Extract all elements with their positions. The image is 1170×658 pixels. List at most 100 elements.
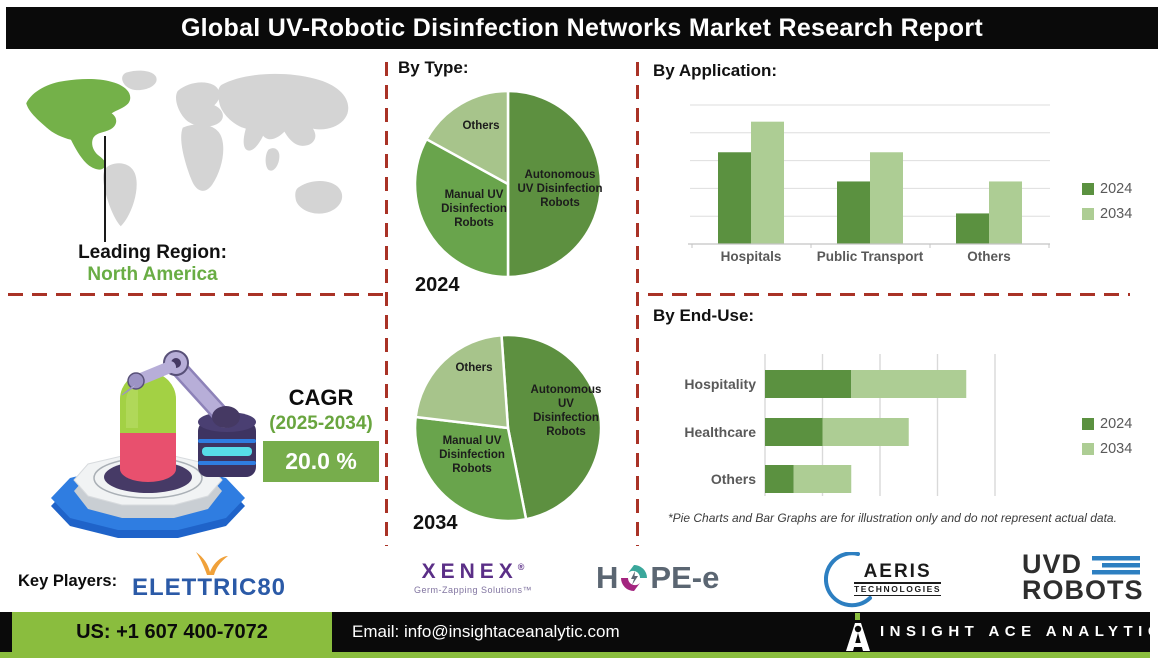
legend-item-2034: 2034 [1082,441,1132,457]
world-map [26,70,349,227]
by-end-use-bar-chart: Hospitality Healthcare Others [684,354,996,496]
legend-swatch [1082,208,1094,220]
category-label: Others [711,471,756,487]
by-application-legend: 2024 2034 [1082,181,1132,222]
aeris-wordmark: AERIS [854,562,942,584]
aeris-text-block: AERIS TECHNOLOGIES [854,562,942,596]
hope-swirl-icon [621,565,648,591]
divider-vertical-2 [636,62,639,546]
xenex-wordmark: XENEX® [398,560,548,584]
category-label: Hospitals [721,249,782,264]
footer-email: Email: info@insightaceanalytic.com [352,622,620,641]
category-label: Healthcare [684,424,756,440]
pie-slice-label: Autonomous UV Disinfection Robots [518,169,603,209]
bar-2034 [870,152,903,244]
pie-2024-year-label: 2024 [415,274,460,296]
australia [295,181,343,214]
by-application-title: By Application: [653,61,778,80]
by-type-pie-2024: Autonomous UV Disinfection Robots Manual UV… [413,89,603,279]
by-type-title: By Type: [398,58,469,77]
legend-item-2024: 2024 [1082,416,1132,432]
xenex-tagline: Germ-Zapping Solutions™ [413,585,533,595]
bar-2024 [765,418,823,446]
aeris-swoosh-icon [824,552,872,608]
bar-2034 [989,181,1022,244]
asia [218,73,349,151]
cagr-value-badge: 20.0 % [263,441,379,482]
greenland [122,70,157,91]
divider-vertical-1 [385,62,388,546]
category-label: Others [967,249,1011,264]
bar-2024 [837,181,870,244]
pie-slice [506,89,603,279]
footer-brand: INSIGHT ACE ANALYTIC [880,623,1165,640]
leading-region-label: Leading Region: [78,242,227,263]
divider-right-horizontal [648,293,1130,296]
legend-label: 2024 [1100,416,1133,432]
uv-robot-illustration [51,350,256,538]
elettric80-wordmark: ELETTRIC80 [132,574,287,601]
cagr-label: CAGR [288,385,354,410]
xenex-name: XENEX [421,560,518,583]
bar-2034 [751,121,784,244]
legend-item-2024: 2024 [1082,181,1132,197]
divider-left-horizontal [8,293,385,296]
bar-2034 [793,465,852,493]
logo-xenex: XENEX® Germ-Zapping Solutions™ [398,560,548,595]
elettric80-bird-icon [196,552,228,575]
uvd-wordmark: UVD [1022,549,1083,579]
by-type-pie-2034: Autonomous UV Disinfection Robots Manual UV D… [413,333,603,523]
logo-hope-e: H PE-e [596,560,719,596]
logo-aeris: AERIS TECHNOLOGIES [824,552,968,608]
legend-label: 2034 [1100,206,1133,222]
pie-slice [500,333,603,521]
north-america-region [26,79,131,170]
pie-slice-label: Others [462,120,499,132]
by-application-bar-chart: Hospitals Public Transport Others [688,104,1050,264]
hope-left-text: H [596,560,619,595]
pie-slice-label: Manual UV Disinfection Robots [441,189,507,229]
uvd-lines-icon [1092,555,1141,575]
footer-phone: US: +1 607 400-7072 [12,612,332,652]
pie-2034-year-label: 2034 [413,512,458,534]
cagr-block: CAGR (2025-2034) 20.0 % [263,385,379,482]
bar-2024 [718,152,751,244]
footer-accent-strip [0,652,1150,658]
report-title: Global UV-Robotic Disinfection Networks … [6,7,1158,49]
map-landmasses [103,70,349,227]
category-label: Public Transport [817,249,924,264]
legend-label: 2034 [1100,441,1133,457]
bar-2024 [956,213,989,244]
capsule [120,372,176,482]
africa [181,124,224,191]
category-label: Hospitality [684,376,756,392]
logo-elettric80: ELETTRIC80 [132,550,342,606]
logo-uvd-robots: UVD ROBOTS [1022,549,1167,605]
map-pointer-line [104,136,106,242]
legend-swatch [1082,443,1094,455]
leading-region-value: North America [87,264,218,285]
legend-item-2034: 2034 [1082,206,1132,222]
bar-2034 [851,370,967,398]
europe [176,82,223,127]
pie-slice [425,89,510,186]
legend-label: 2024 [1100,181,1133,197]
pie-slice-label: Autonomous UV Disinfection Robots [531,384,602,438]
bar-2024 [765,465,794,493]
pie-slice [413,137,510,279]
legend-swatch [1082,183,1094,195]
aeris-sub-wordmark: TECHNOLOGIES [854,583,942,596]
india [265,148,280,171]
key-players-label: Key Players: [18,572,118,590]
hope-right-text: PE-e [650,560,720,595]
bar-2034 [822,418,909,446]
south-america [103,163,137,227]
pie-slice [413,415,528,523]
chart-disclaimer: *Pie Charts and Bar Graphs are for illus… [668,511,1117,525]
by-end-use-legend: 2024 2034 [1082,416,1132,457]
pie-slice-label: Others [455,362,492,374]
xenex-reg-mark: ® [517,562,525,572]
pie-slice-label: Manual UV Disinfection Robots [439,435,505,475]
robots-wordmark: ROBOTS [1022,574,1144,605]
